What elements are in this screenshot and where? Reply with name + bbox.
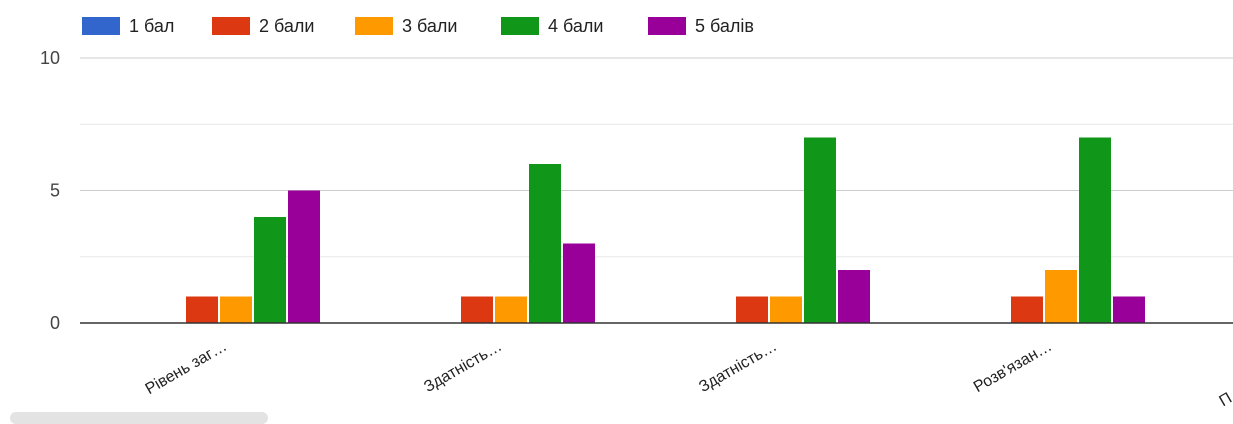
legend-label: 5 балів [695,16,754,36]
bars [186,137,1145,323]
legend-swatch [501,17,539,35]
legend-swatch [355,17,393,35]
x-category-label: Рівень заг… [143,338,230,398]
legend-label: 4 бали [548,16,603,36]
x-axis-labels: Рівень заг… Здатність… Здатність… Розв'язан… [143,338,1233,410]
legend-label: 1 бал [129,16,174,36]
legend: 1 бал 2 бали 3 бали 4 бали 5 балів [82,16,754,36]
bar [1045,270,1077,323]
horizontal-scrollbar[interactable] [10,412,268,424]
y-tick-label: 0 [50,313,60,333]
legend-label: 2 бали [259,16,314,36]
y-tick-label: 5 [50,181,60,201]
y-tick-label: 10 [40,48,60,68]
y-axis-ticks: 0 5 10 [40,48,60,333]
bar [461,296,493,323]
gridlines [80,57,1233,258]
bar [254,217,286,323]
legend-swatch [648,17,686,35]
x-category-label: Здатність… [421,338,505,396]
legend-swatch [212,17,250,35]
bar [770,296,802,323]
bar [220,296,252,323]
legend-label: 3 бали [402,16,457,36]
bar [804,137,836,323]
bar [838,270,870,323]
x-category-label: П [1217,390,1233,410]
bar [288,190,320,323]
bar [529,164,561,323]
bar [1079,137,1111,323]
bar [1011,296,1043,323]
x-category-label: Здатність… [696,338,780,396]
bar [563,243,595,323]
bar [1113,296,1145,323]
legend-swatch [82,17,120,35]
bar [495,296,527,323]
bar [186,296,218,323]
bar [736,296,768,323]
x-category-label: Розв'язан… [971,338,1055,396]
